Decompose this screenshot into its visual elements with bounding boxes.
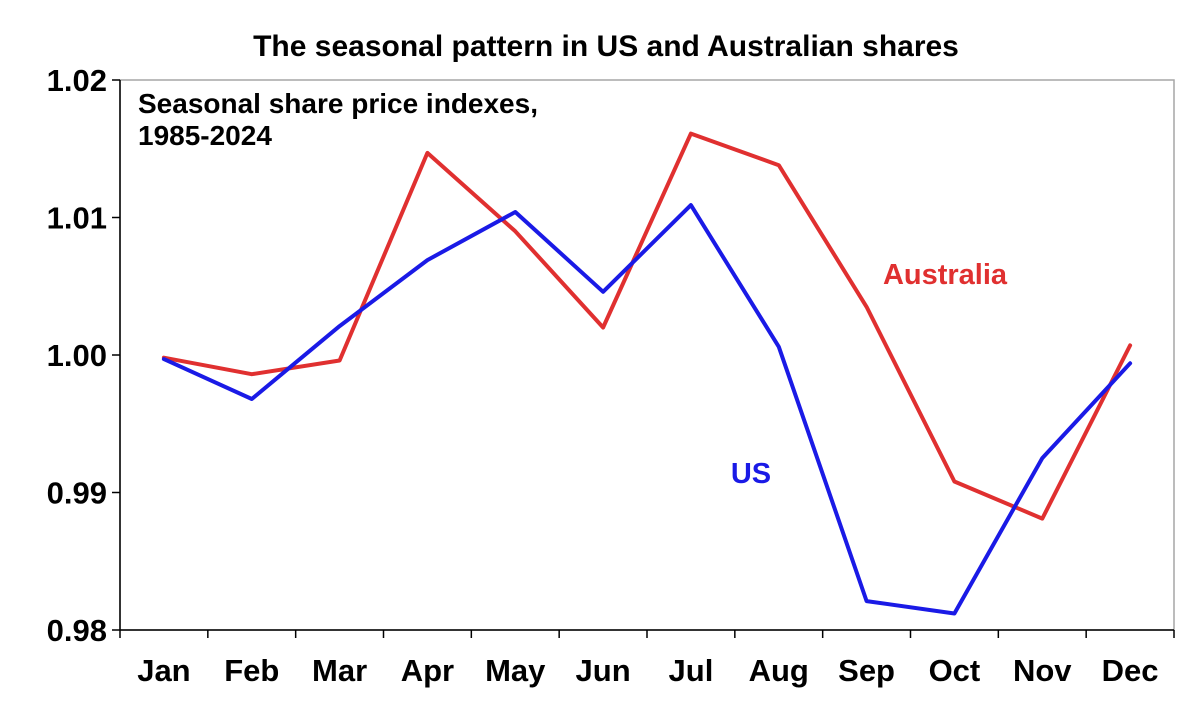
y-tick-label: 1.01 xyxy=(47,201,107,236)
x-tick-label: Dec xyxy=(1102,653,1159,688)
x-tick-label: Jun xyxy=(576,653,631,688)
x-tick-label: Sep xyxy=(838,653,895,688)
series-lines xyxy=(161,131,1133,616)
plot-area xyxy=(119,79,1175,631)
series-label-us: US xyxy=(731,458,771,490)
annotation-line-1: Seasonal share price indexes, xyxy=(138,88,538,119)
x-tick-label: Feb xyxy=(224,653,279,688)
x-tick-label: Apr xyxy=(401,653,454,688)
x-tick-label: Aug xyxy=(749,653,809,688)
y-tick-label: 0.98 xyxy=(47,613,107,648)
annotation-line-2: 1985-2024 xyxy=(138,120,272,151)
axes: 1.02 1.01 1.00 0.99 0.98 Jan Feb Mar Apr May Jun Ju… xyxy=(47,63,1175,688)
series-line-us xyxy=(161,203,1133,616)
series-labels: Australia US xyxy=(731,259,1008,490)
y-tick-label: 1.00 xyxy=(47,338,107,373)
series-label-australia: Australia xyxy=(883,259,1008,291)
chart-title: The seasonal pattern in US and Australia… xyxy=(253,30,959,63)
x-tick-label: May xyxy=(485,653,546,688)
x-tick-label: Mar xyxy=(312,653,367,688)
y-tick-label: 1.02 xyxy=(47,63,107,98)
x-tick-label: Jan xyxy=(137,653,190,688)
y-tick-label: 0.99 xyxy=(47,476,107,511)
x-tick-label: Nov xyxy=(1013,653,1072,688)
series-line-australia xyxy=(161,131,1133,521)
x-tick-label: Oct xyxy=(929,653,981,688)
x-tick-label: Jul xyxy=(669,653,714,688)
